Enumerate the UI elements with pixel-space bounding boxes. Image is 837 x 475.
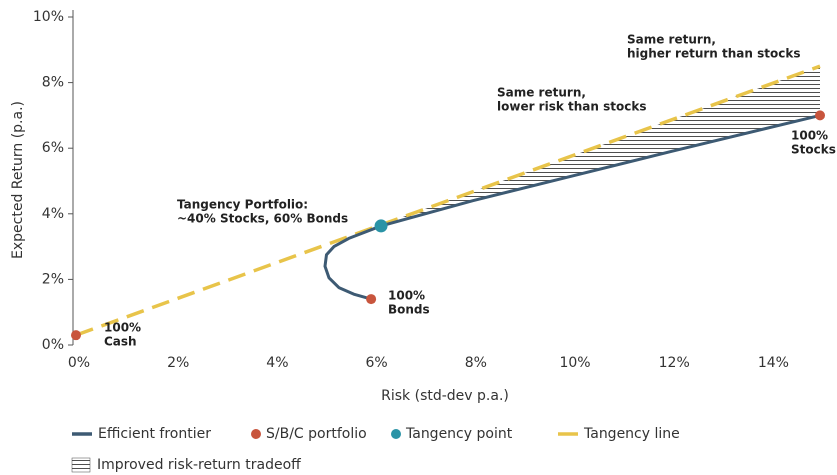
- y-tick-label: 2%: [42, 271, 64, 287]
- annotation: Bonds: [388, 303, 430, 317]
- legend-swatch: [391, 429, 401, 439]
- point: [71, 330, 81, 341]
- annotation: 100%: [104, 321, 141, 335]
- point: [815, 110, 825, 121]
- y-axis-title: Expected Return (p.a.): [10, 101, 26, 259]
- x-tick-label: 4%: [266, 355, 288, 371]
- x-tick-label: 14%: [758, 355, 789, 371]
- x-tick-label: 10%: [559, 355, 590, 371]
- annotation: ~40% Stocks, 60% Bonds: [177, 212, 348, 226]
- x-axis-title: Risk (std-dev p.a.): [381, 388, 509, 404]
- x-tick-label: 8%: [465, 355, 487, 371]
- x-tick-label: 12%: [659, 355, 690, 371]
- tangency-line: [75, 64, 821, 337]
- annotation: lower risk than stocks: [497, 100, 646, 114]
- y-tick-label: 10%: [33, 9, 64, 25]
- legend-label: Efficient frontier: [98, 426, 211, 442]
- y-tick-label: 0%: [42, 337, 64, 353]
- annotation: Stocks: [791, 143, 836, 157]
- point: [366, 294, 377, 305]
- y-tick-label: 4%: [42, 206, 64, 222]
- legend-label: Improved risk-return tradeoff: [97, 457, 301, 473]
- legend-label: S/B/C portfolio: [266, 426, 367, 442]
- annotation: Cash: [104, 335, 137, 349]
- annotation: Same return,: [627, 33, 716, 47]
- y-tick-label: 8%: [42, 75, 64, 91]
- x-tick-label: 2%: [167, 355, 189, 371]
- annotation: Same return,: [497, 86, 586, 100]
- y-tick-label: 6%: [42, 140, 64, 156]
- legend-label: Tangency point: [405, 426, 513, 442]
- annotation: 100%: [388, 289, 425, 303]
- annotation: Tangency Portfolio:: [177, 198, 308, 212]
- x-tick-label: 0%: [68, 355, 90, 371]
- annotation: 100%: [791, 129, 828, 143]
- frontier-line: [323, 113, 821, 301]
- annotation: higher return than stocks: [627, 47, 800, 61]
- legend-swatch: [251, 429, 261, 439]
- point: [374, 219, 388, 233]
- legend-swatch: [71, 457, 91, 473]
- x-tick-label: 6%: [365, 355, 387, 371]
- legend-label: Tangency line: [583, 426, 680, 442]
